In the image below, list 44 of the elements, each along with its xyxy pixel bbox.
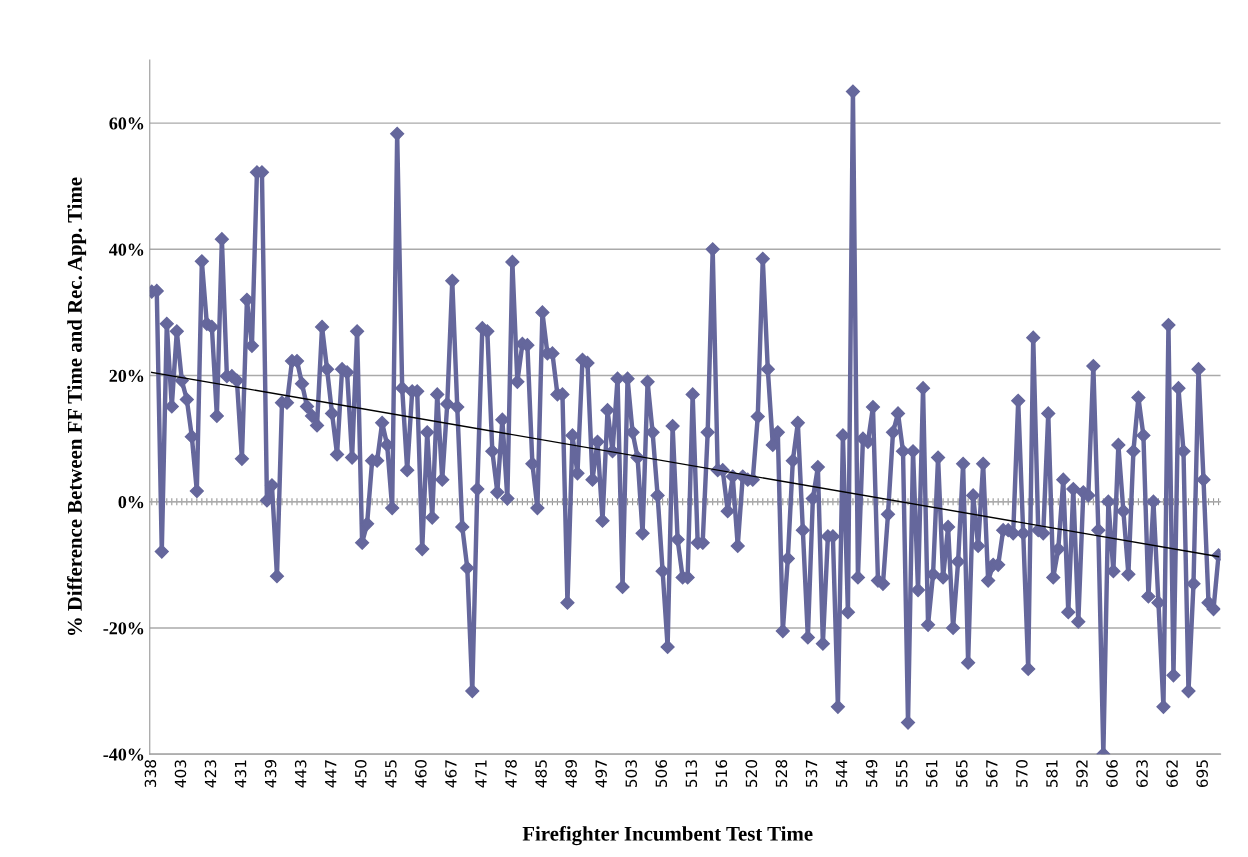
x-tick-label: 567 xyxy=(986,760,998,787)
y-tick-label: -20% xyxy=(103,622,144,635)
x-tick-label: 561 xyxy=(925,760,938,787)
x-tick-label: 549 xyxy=(865,760,878,787)
y-axis-title: % Difference Between FF Time and Rec. App. Time xyxy=(67,177,87,636)
x-tick-label: 513 xyxy=(685,760,698,787)
x-tick-label: 662 xyxy=(1166,760,1178,788)
x-tick-label: 447 xyxy=(325,760,337,788)
y-tick-label: 40% xyxy=(109,243,144,256)
x-tick-label: 570 xyxy=(1016,760,1028,787)
x-tick-label: 497 xyxy=(595,760,607,788)
x-axis-title: Firefighter Incumbent Test Time xyxy=(522,825,813,846)
x-tick-label: 478 xyxy=(505,760,517,788)
x-tick-label: 460 xyxy=(415,760,427,788)
x-tick-label: 423 xyxy=(204,760,217,788)
x-tick-label: 503 xyxy=(625,760,637,787)
x-tick-label: 338 xyxy=(144,760,157,788)
x-tick-label: 581 xyxy=(1046,760,1058,787)
x-tick-label: 471 xyxy=(475,760,487,788)
x-tick-label: 506 xyxy=(655,759,668,787)
x-tick-label: 623 xyxy=(1136,760,1148,788)
x-tick-label: 489 xyxy=(565,760,577,788)
x-tick-label: 606 xyxy=(1106,759,1118,788)
y-tick-label: -40% xyxy=(103,748,144,761)
x-tick-label: 544 xyxy=(835,759,848,787)
x-tick-label: 695 xyxy=(1196,760,1208,788)
x-tick-label: 485 xyxy=(535,760,547,788)
x-tick-label: 537 xyxy=(805,760,818,787)
x-tick-label: 555 xyxy=(896,760,908,787)
x-tick-label: 455 xyxy=(385,760,397,788)
x-tick-label: 592 xyxy=(1076,760,1088,787)
x-tick-label: 516 xyxy=(715,759,728,787)
x-tick-label: 443 xyxy=(294,760,307,788)
y-tick-label: 0% xyxy=(118,495,144,509)
x-tick-label: 431 xyxy=(234,760,247,788)
x-tick-label: 528 xyxy=(775,760,788,787)
x-tick-label: 450 xyxy=(354,760,367,788)
y-tick-label: 60% xyxy=(109,117,144,130)
x-tick-label: 520 xyxy=(745,760,758,787)
x-tick-label: 467 xyxy=(445,760,457,788)
x-tick-label: 565 xyxy=(955,760,968,787)
x-tick-label: 403 xyxy=(174,760,187,788)
y-tick-label: 20% xyxy=(109,369,144,383)
x-tick-label: 439 xyxy=(264,760,277,788)
